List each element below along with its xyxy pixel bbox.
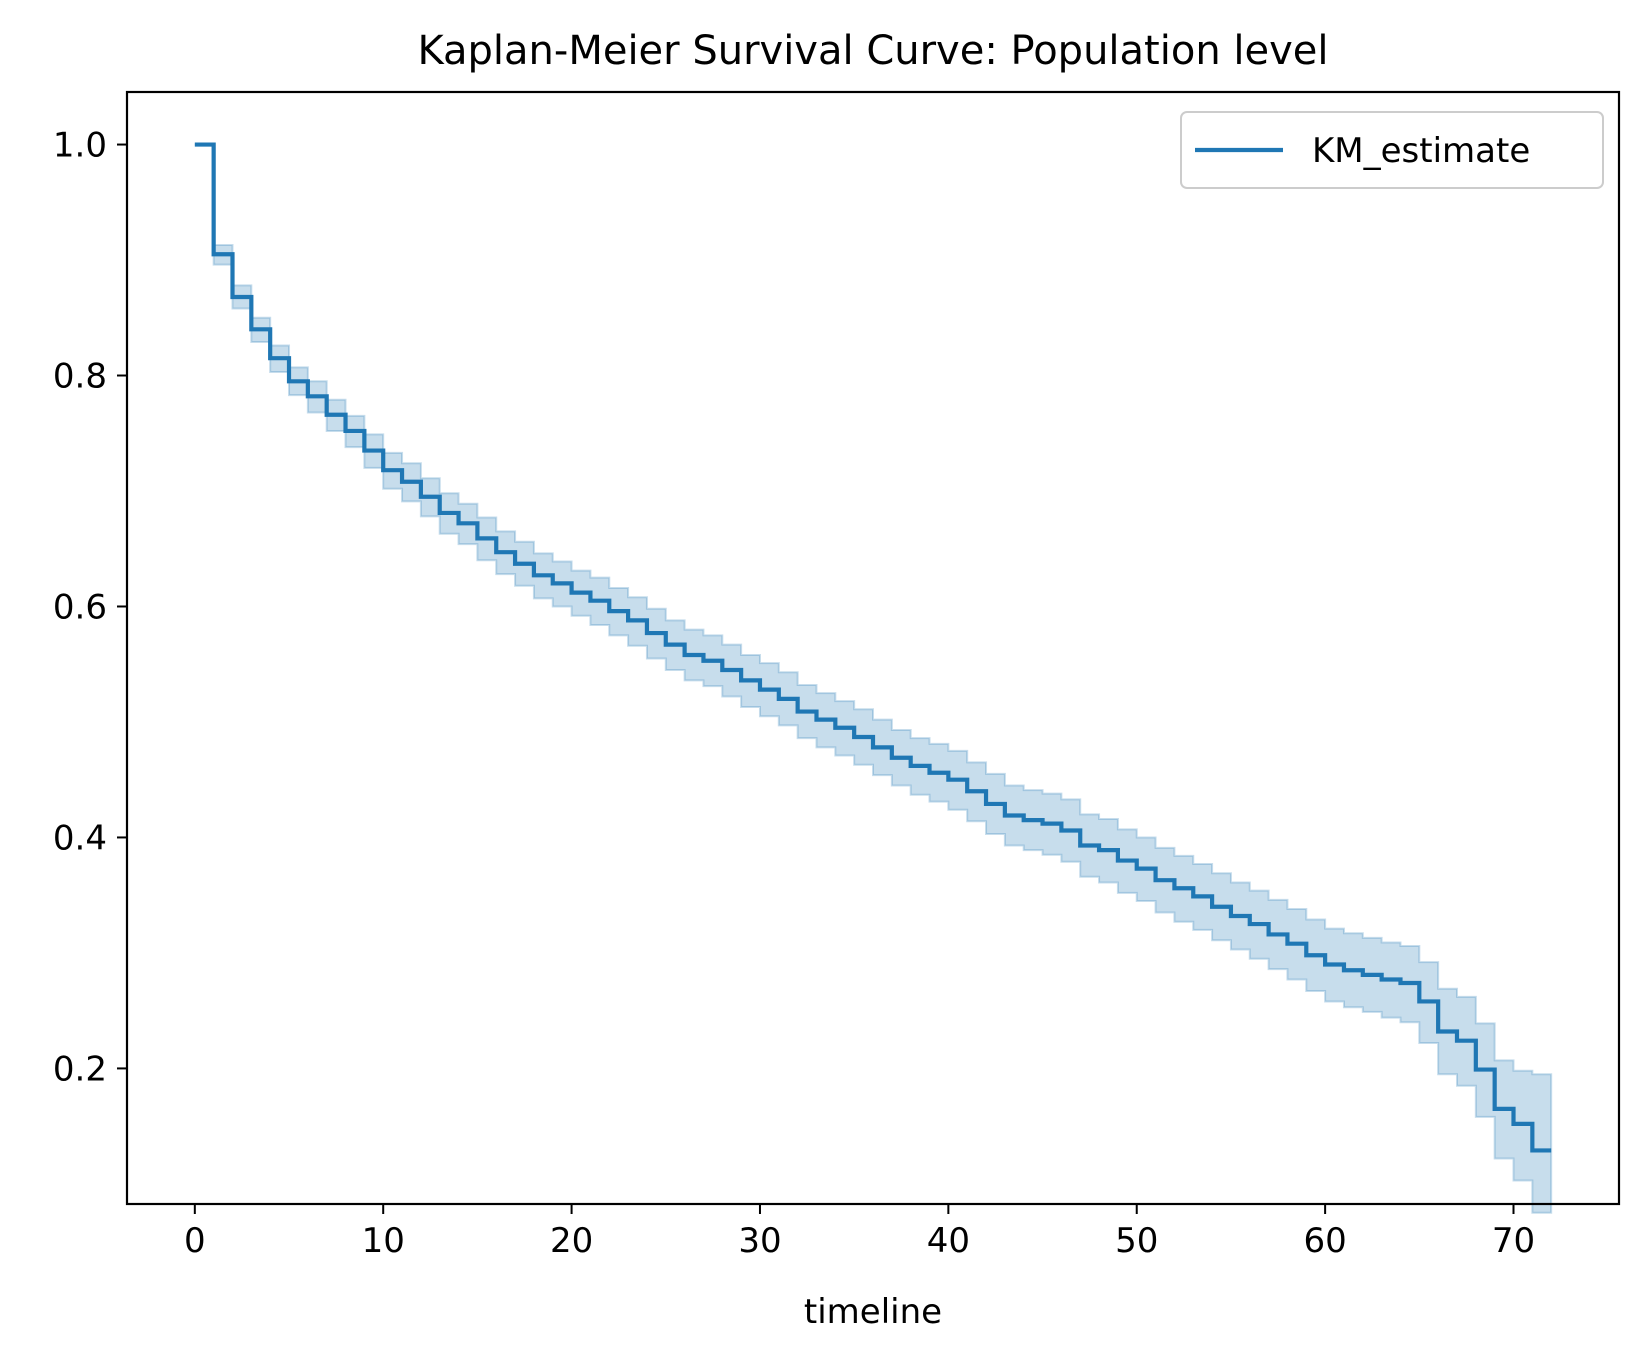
y-tick-label: 0.6 [53, 587, 107, 627]
y-axis: 0.2 0.4 0.6 0.8 1.0 [53, 126, 127, 1089]
x-tick-label: 0 [184, 1221, 206, 1261]
x-tick-label: 60 [1303, 1221, 1346, 1261]
x-tick-label: 70 [1492, 1221, 1535, 1261]
y-tick-label: 0.2 [53, 1049, 107, 1089]
axes-frame [125, 90, 1621, 1206]
x-axis-label: timeline [804, 1292, 942, 1332]
x-tick-label: 30 [738, 1221, 781, 1261]
x-tick-label: 10 [362, 1221, 405, 1261]
km-estimate-line [194, 142, 1552, 1153]
x-axis: 0 10 20 30 40 50 60 70 [184, 1204, 1535, 1261]
y-tick-label: 1.0 [53, 126, 107, 166]
confidence-interval-band [194, 143, 1553, 1214]
y-tick-label: 0.8 [53, 357, 107, 397]
x-tick-label: 50 [1115, 1221, 1158, 1261]
legend-label-km-estimate: KM_estimate [1312, 131, 1530, 171]
plot-area [194, 142, 1553, 1214]
x-tick-label: 20 [550, 1221, 593, 1261]
x-tick-label: 40 [927, 1221, 970, 1261]
legend: KM_estimate [1180, 111, 1604, 189]
y-tick-label: 0.4 [53, 818, 107, 858]
legend-box [1180, 111, 1604, 189]
chart-title: Kaplan-Meier Survival Curve: Population … [417, 28, 1328, 74]
